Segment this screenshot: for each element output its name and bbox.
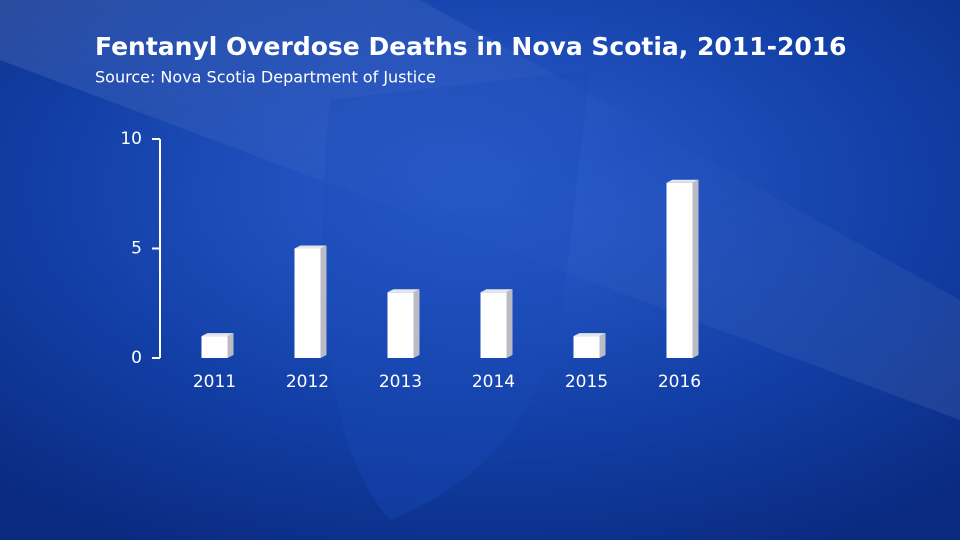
bar-front: [294, 248, 321, 358]
y-tick-label: 10: [120, 129, 142, 149]
bar: [573, 333, 606, 358]
bar-top: [666, 179, 699, 183]
bar-front: [666, 182, 693, 358]
x-tick-label: 2015: [565, 372, 608, 392]
bar: [294, 245, 327, 358]
x-tick-label: 2012: [286, 372, 329, 392]
bar-top: [201, 333, 234, 337]
bar-top: [387, 289, 420, 293]
x-tick-label: 2011: [193, 372, 236, 392]
bar-front: [573, 336, 600, 358]
bar-top: [480, 289, 513, 293]
bar-side: [320, 245, 327, 358]
background-shield: [322, 70, 590, 520]
bar-side: [506, 289, 513, 358]
chart-title: Fentanyl Overdose Deaths in Nova Scotia,…: [95, 32, 847, 61]
bar-side: [227, 333, 234, 358]
background-sweep: [0, 0, 960, 420]
bar: [480, 289, 513, 358]
bar-front: [387, 292, 414, 358]
bar-top: [294, 245, 327, 249]
bar-side: [599, 333, 606, 358]
x-tick-label: 2014: [472, 372, 515, 392]
chart-subtitle: Source: Nova Scotia Department of Justic…: [95, 68, 436, 87]
bar-side: [413, 289, 420, 358]
x-tick-label: 2016: [658, 372, 701, 392]
bar-side: [692, 179, 699, 358]
bar-front: [480, 292, 507, 358]
bar-front: [201, 336, 228, 358]
y-tick-label: 0: [131, 348, 142, 368]
bar: [201, 333, 234, 358]
x-tick-label: 2013: [379, 372, 422, 392]
y-tick-label: 5: [131, 239, 142, 259]
bar: [666, 179, 699, 358]
bar-top: [573, 333, 606, 337]
bar: [387, 289, 420, 358]
